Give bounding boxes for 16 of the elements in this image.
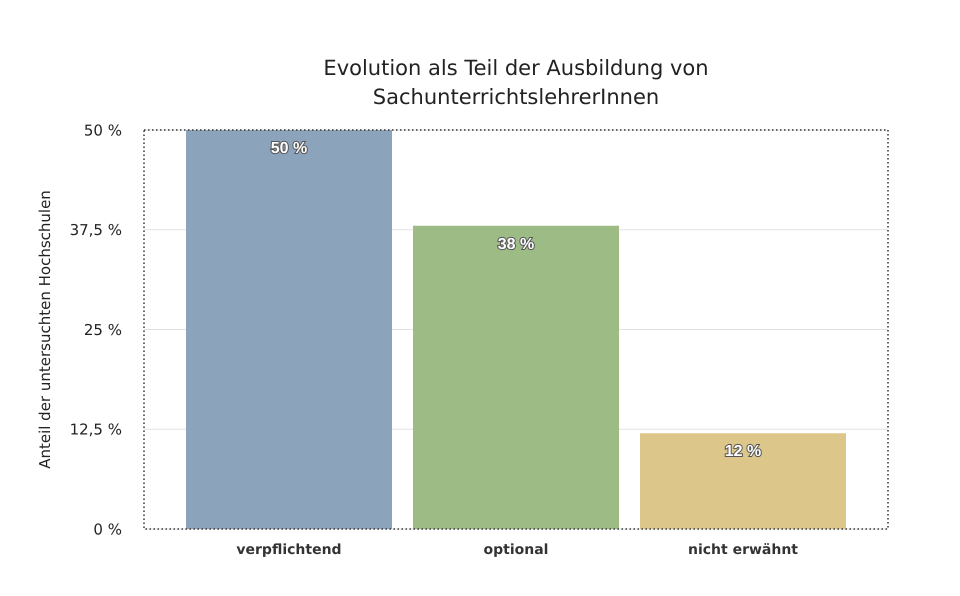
data-label: 12 % (724, 443, 762, 460)
data-label: 38 % (498, 236, 534, 253)
data-label: 50 % (270, 140, 308, 157)
chart-title: Evolution als Teil der Ausbildung von SachunterrichtslehrerInnen (323, 56, 709, 109)
x-tick-label: optional (484, 542, 548, 558)
y-tick-label: 12,5 % (70, 420, 122, 438)
bar (186, 130, 392, 529)
x-tick-label: verpflichtend (236, 542, 342, 558)
x-tick-label: nicht erwähnt (688, 542, 798, 558)
y-tick-label: 37,5 % (70, 221, 122, 239)
y-axis-title: Anteil der untersuchten Hochschulen (36, 190, 54, 469)
y-tick-label: 25 % (84, 320, 122, 339)
y-tick-label: 50 % (84, 121, 122, 140)
bar (640, 433, 846, 529)
bar (413, 226, 620, 529)
y-tick-label: 0 % (93, 520, 122, 538)
